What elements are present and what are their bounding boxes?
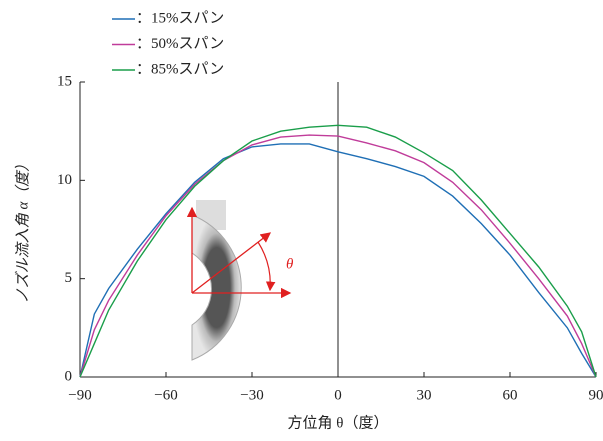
legend-label: ：85%スパン (136, 60, 224, 77)
legend-label: ：15%スパン (136, 9, 224, 26)
y-tick-label: 0 (65, 368, 73, 384)
inset-diagram: θ (192, 200, 294, 360)
x-tick-label: 0 (334, 387, 342, 403)
y-tick-label: 5 (65, 270, 73, 286)
x-tick-label: −30 (240, 387, 263, 403)
y-tick-label: 15 (57, 73, 72, 89)
y-axis-label: ノズル流入角 α（度） (14, 157, 31, 304)
legend-label: ：50%スパン (136, 35, 224, 52)
inset-label: θ (286, 256, 294, 272)
x-tick-label: 90 (589, 387, 603, 403)
x-tick-label: −60 (154, 387, 177, 403)
x-tick-label: −90 (68, 387, 91, 403)
y-tick-label: 10 (57, 172, 72, 188)
x-tick-label: 30 (417, 387, 432, 403)
x-tick-label: 60 (503, 387, 518, 403)
x-axis-label: 方位角 θ（度） (288, 414, 389, 431)
